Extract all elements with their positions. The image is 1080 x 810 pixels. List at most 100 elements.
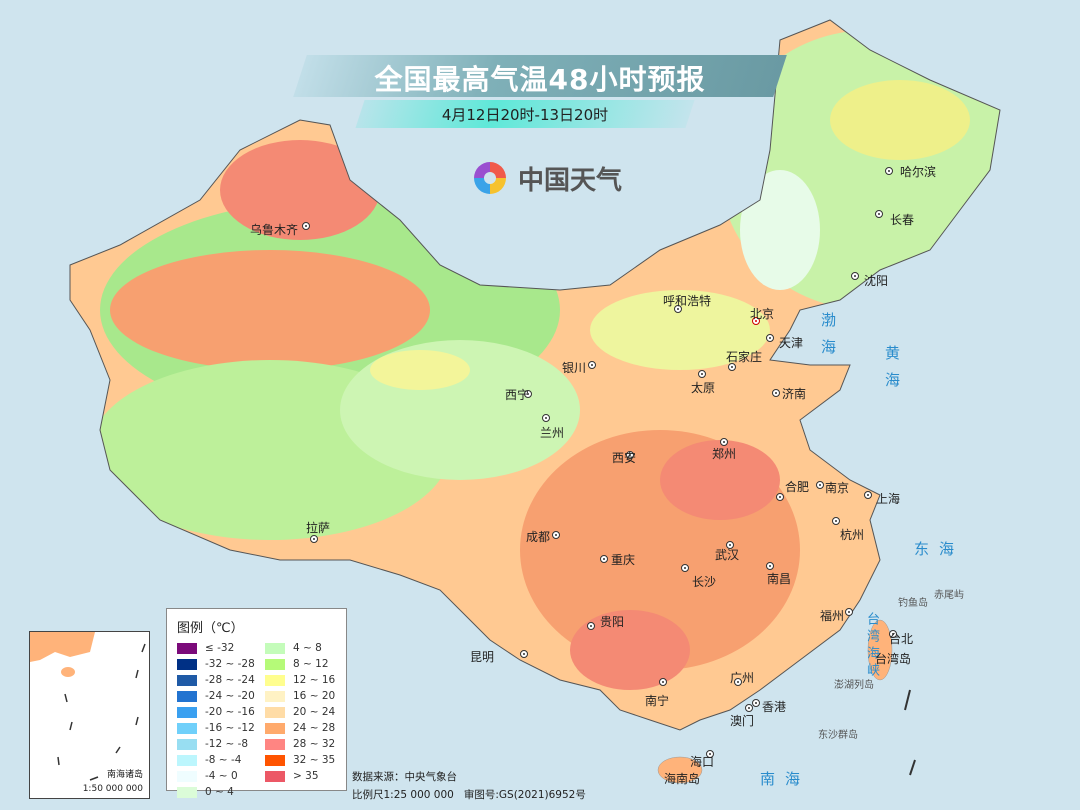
- approval-number: 审图号:GS(2021)6952号: [463, 789, 586, 801]
- legend-label: ≤ -32: [205, 642, 235, 654]
- sea-label-bohai: 渤海: [819, 312, 837, 366]
- city-label: 拉萨: [306, 521, 331, 535]
- city-marker-icon: [587, 622, 595, 630]
- legend-swatch: [177, 690, 197, 702]
- legend-swatch: [177, 674, 197, 686]
- city-marker-icon: [520, 650, 528, 658]
- legend-swatch: [265, 674, 285, 686]
- legend-swatch: [177, 770, 197, 782]
- city-label: 成都: [526, 530, 551, 544]
- legend-swatch: [177, 658, 197, 670]
- legend-swatch: [177, 738, 197, 750]
- city-label: 哈尔滨: [900, 165, 937, 179]
- legend-label: -20 ~ -16: [205, 706, 255, 718]
- city-label: 海口: [690, 755, 715, 769]
- city-label: 长春: [890, 213, 915, 227]
- legend-item: 20 ~ 24: [265, 704, 345, 720]
- island-label-hainan: 海南岛: [664, 772, 701, 786]
- legend-label: 28 ~ 32: [293, 738, 336, 750]
- city-marker-icon: [816, 481, 824, 489]
- city-marker-icon: [766, 334, 774, 342]
- city-marker-icon: [864, 491, 872, 499]
- city-marker-icon: [752, 699, 760, 707]
- sea-label-donghai: 东海: [914, 540, 965, 558]
- city-marker-icon: [851, 272, 859, 280]
- city-marker-icon: [728, 363, 736, 371]
- city-marker-icon: [588, 361, 596, 369]
- legend-label: -24 ~ -20: [205, 690, 255, 702]
- legend-item: 4 ~ 8: [265, 640, 345, 656]
- footer: 数据来源：中央气象台 比例尺1:25 000 000 审图号:GS(2021)6…: [352, 768, 586, 804]
- legend-item: -12 ~ -8: [177, 736, 265, 752]
- inset-map: [30, 632, 146, 781]
- legend-swatch: [265, 658, 285, 670]
- legend-swatch: [177, 786, 197, 798]
- city-label: 武汉: [715, 548, 740, 562]
- sea-label-nanhai: 南海: [760, 770, 811, 788]
- island-label-penghu: 澎湖列岛: [834, 680, 874, 691]
- city-label: 北京: [750, 307, 775, 321]
- nine-dash-line: [904, 689, 916, 776]
- legend-item: -4 ~ 0: [177, 768, 265, 784]
- data-source: 数据来源：中央气象台: [352, 771, 457, 783]
- island-label-taiwan: 台湾岛: [875, 652, 912, 666]
- city-label: 香港: [762, 700, 787, 714]
- map-scale: 比例尺1:25 000 000: [352, 789, 454, 801]
- legend-item: > 35: [265, 768, 345, 784]
- city-marker-icon: [542, 414, 550, 422]
- legend-swatch: [265, 738, 285, 750]
- taiwan-island: [867, 619, 893, 681]
- city-marker-icon: [776, 493, 784, 501]
- map-subtitle: 4月12日20时-13日20时: [441, 106, 609, 124]
- legend-label: -28 ~ -24: [205, 674, 255, 686]
- city-label: 乌鲁木齐: [250, 223, 299, 237]
- city-label: 南宁: [645, 694, 670, 708]
- city-marker-icon: [720, 438, 728, 446]
- legend-item: -24 ~ -20: [177, 688, 265, 704]
- legend-item: 8 ~ 12: [265, 656, 345, 672]
- city-marker-icon: [600, 555, 608, 563]
- city-marker-icon: [726, 541, 734, 549]
- city-marker-icon: [745, 704, 753, 712]
- city-label: 澳门: [730, 714, 755, 728]
- city-marker-icon: [302, 222, 310, 230]
- city-marker-icon: [310, 535, 318, 543]
- city-marker-icon: [752, 317, 760, 325]
- legend-item: -16 ~ -12: [177, 720, 265, 736]
- city-label: 郑州: [712, 447, 737, 461]
- legend-label: 12 ~ 16: [293, 674, 336, 686]
- legend: 图例（℃） ≤ -32 -32 ~ -28 -28 ~ -24 -24 ~ -20 -2…: [166, 608, 347, 798]
- city-label: 兰州: [540, 426, 565, 440]
- city-marker-icon: [626, 451, 634, 459]
- city-label: 西安: [612, 451, 637, 465]
- logo-text: 中国天气: [518, 165, 623, 196]
- city-label: 合肥: [785, 480, 810, 494]
- city-label: 上海: [876, 492, 901, 506]
- island-label-diaoyu: 钓鱼岛: [898, 598, 928, 609]
- city-label: 太原: [691, 381, 716, 395]
- legend-swatch: [265, 770, 285, 782]
- city-label: 昆明: [470, 650, 495, 664]
- city-marker-icon: [734, 678, 742, 686]
- city-marker-icon: [681, 564, 689, 572]
- city-marker-icon: [832, 517, 840, 525]
- city-marker-icon: [552, 531, 560, 539]
- city-label: 呼和浩特: [663, 294, 712, 308]
- sea-label-taiwan-strait: 台湾海峡: [864, 612, 879, 680]
- legend-item: 28 ~ 32: [265, 736, 345, 752]
- city-marker-icon: [845, 608, 853, 616]
- hainan-island: [657, 756, 703, 784]
- legend-label: 16 ~ 20: [293, 690, 336, 702]
- city-label: 广州: [730, 671, 755, 685]
- sea-label-huanghai: 黄海: [883, 345, 901, 399]
- legend-label: -4 ~ 0: [205, 770, 238, 782]
- legend-item: -20 ~ -16: [177, 704, 265, 720]
- legend-swatch: [265, 642, 285, 654]
- city-label: 台北: [889, 632, 914, 646]
- legend-title: 图例（℃）: [177, 621, 244, 636]
- city-marker-icon: [889, 630, 897, 638]
- city-label: 天津: [779, 336, 804, 350]
- logo: 中国天气: [470, 158, 622, 198]
- city-marker-icon: [524, 390, 532, 398]
